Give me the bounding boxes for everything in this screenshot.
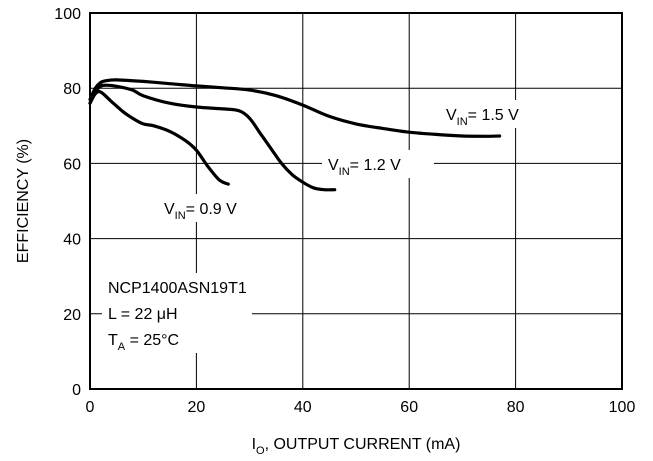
x-tick-label-60: 60 — [400, 399, 418, 416]
annotation-inductance: L = 22 μH — [108, 306, 178, 323]
series-label-1-2v-sub: IN — [339, 166, 350, 178]
curve-vin-1-2v — [88, 83, 337, 192]
annotation-temperature-sub: A — [118, 341, 126, 353]
annotation-masks — [102, 100, 552, 353]
data-curves — [88, 78, 502, 192]
series-label-1-2v-rest: = 1.2 V — [350, 157, 401, 174]
y-tick-label-60: 60 — [63, 156, 81, 173]
x-tick-label-20: 20 — [188, 399, 206, 416]
x-axis-label: IO, OUTPUT CURRENT (mA) — [252, 436, 461, 457]
annotation-temperature: TA = 25°C — [108, 332, 179, 353]
series-label-1-5v: VIN= 1.5 V — [446, 107, 519, 128]
y-tick-label-0: 0 — [72, 382, 81, 399]
annotation-mask-1 — [322, 150, 434, 178]
series-label-0-9v-rest: = 0.9 V — [186, 201, 237, 218]
y-tick-label-100: 100 — [54, 6, 81, 23]
y-tick-label-80: 80 — [63, 81, 81, 98]
x-tick-label-100: 100 — [609, 399, 636, 416]
series-label-1-5v-rest: = 1.5 V — [468, 107, 519, 124]
annotation-temperature-rest: = 25°C — [125, 332, 179, 349]
curve-vin-0-9v — [88, 89, 230, 186]
x-tick-label-0: 0 — [86, 399, 95, 416]
series-label-0-9v-sub: IN — [175, 210, 186, 222]
x-axis-label-sub: O — [256, 445, 265, 457]
x-axis-label-rest: , OUTPUT CURRENT (mA) — [265, 436, 461, 453]
curve-vin-1-5v — [88, 78, 502, 138]
tick-labels: 0 20 40 60 80 100 0 20 40 60 80 100 — [54, 6, 635, 416]
x-axis-label-main: I — [252, 436, 256, 453]
x-tick-label-80: 80 — [507, 399, 525, 416]
annotation-mask-0 — [440, 100, 552, 128]
x-tick-label-40: 40 — [294, 399, 312, 416]
y-tick-label-20: 20 — [63, 307, 81, 324]
annotation-mask-3 — [102, 273, 252, 353]
series-label-1-5v-sub: IN — [457, 116, 468, 128]
annotation-temperature-main: T — [108, 332, 118, 349]
annotation-part-number: NCP1400ASN19T1 — [108, 280, 247, 297]
annotation-mask-2 — [158, 194, 270, 222]
series-label-1-2v-main: V — [328, 157, 339, 174]
series-label-0-9v-main: V — [164, 201, 175, 218]
y-axis-label: EFFICIENCY (%) — [15, 139, 32, 263]
y-tick-label-40: 40 — [63, 232, 81, 249]
series-label-1-5v-main: V — [446, 107, 457, 124]
series-label-0-9v: VIN= 0.9 V — [164, 201, 237, 222]
plot-frame — [89, 12, 623, 390]
series-label-1-2v: VIN= 1.2 V — [328, 157, 401, 178]
